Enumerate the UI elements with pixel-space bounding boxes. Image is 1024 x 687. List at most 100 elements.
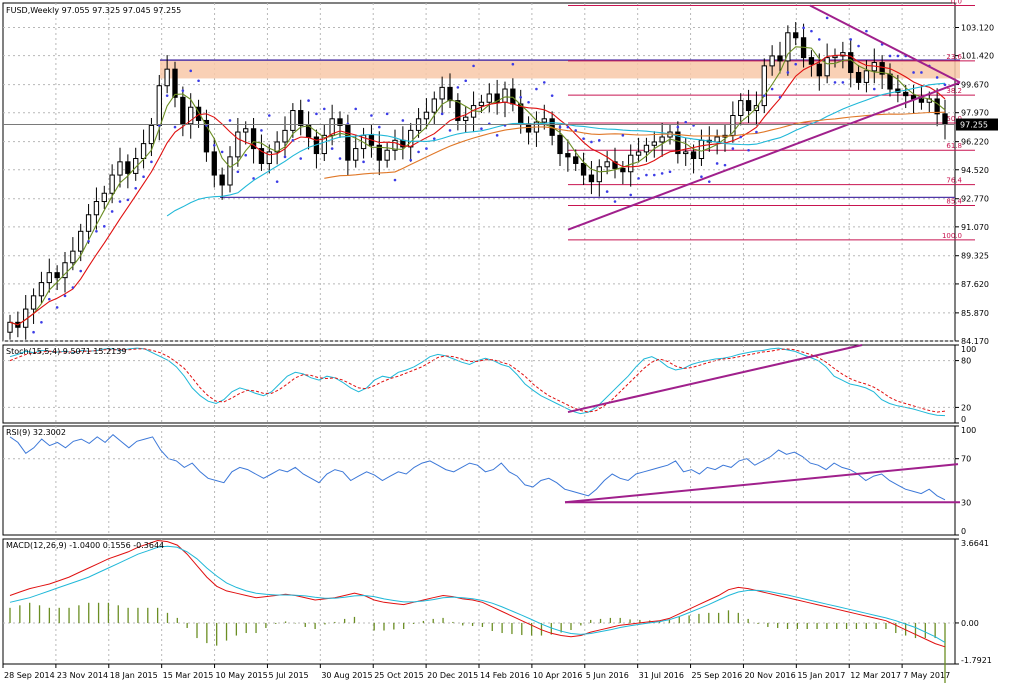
candle-body: [510, 88, 516, 105]
parabolic-sar-dot: [377, 125, 381, 129]
candle-body: [698, 139, 705, 160]
parabolic-sar-dot: [150, 160, 153, 164]
rsi-trendline: [564, 463, 959, 504]
parabolic-sar-dot: [841, 81, 845, 84]
candle-body: [635, 151, 642, 156]
parabolic-sar-dot: [550, 94, 554, 97]
chart-title: FUSD,Weekly 97.055 97.325 97.045 97.255: [6, 6, 181, 15]
candle-body: [423, 111, 430, 120]
parabolic-sar-dot: [652, 173, 656, 177]
parabolic-sar-dot: [385, 112, 389, 116]
candle-body: [78, 230, 84, 252]
parabolic-sar-dot: [87, 239, 90, 243]
candle-body: [557, 134, 563, 155]
candle-body: [188, 106, 194, 125]
parabolic-sar-dot: [330, 147, 334, 150]
x-tick-label: 10 Apr 2016: [533, 671, 582, 680]
x-tick-label: 15 Mar 2015: [163, 671, 214, 680]
parabolic-sar-dot: [629, 193, 633, 197]
candle-body: [172, 68, 178, 98]
candle-body: [659, 136, 665, 143]
candle-body: [486, 93, 492, 103]
parabolic-sar-dot: [165, 94, 169, 97]
parabolic-sar-dot: [660, 172, 664, 175]
candle-body: [321, 134, 327, 155]
parabolic-sar-dot: [786, 71, 790, 74]
candle-body: [70, 250, 76, 264]
x-tick-label: 30 Aug 2015: [321, 671, 372, 680]
parabolic-sar-dot: [189, 69, 193, 73]
parabolic-sar-dot: [723, 163, 727, 167]
parabolic-sar-dot: [731, 147, 735, 150]
parabolic-sar-dot: [511, 62, 515, 66]
parabolic-sar-dot: [260, 129, 263, 132]
candle-body: [463, 116, 469, 121]
candle-body: [855, 71, 862, 83]
y-tick-label: 100: [961, 426, 976, 435]
y-tick-label: 0: [961, 527, 966, 536]
parabolic-sar-dot: [126, 198, 130, 202]
parabolic-sar-dot: [118, 200, 122, 203]
parabolic-sar-dot: [535, 87, 538, 91]
candle-body: [46, 272, 52, 284]
candle-body: [38, 282, 45, 297]
candle-body: [455, 100, 461, 121]
y-tick-label: 92.770: [961, 195, 989, 204]
fib-level-label: 85.4: [946, 198, 962, 206]
candle-body: [643, 144, 650, 153]
candle-body: [408, 129, 414, 148]
parabolic-sar-dot: [63, 294, 67, 298]
parabolic-sar-dot: [267, 114, 271, 117]
fib-level-label: 50.0: [946, 115, 962, 123]
candle-body: [93, 201, 100, 216]
parabolic-sar-dot: [283, 155, 287, 159]
parabolic-sar-dot: [32, 330, 35, 334]
parabolic-sar-dot: [244, 153, 248, 157]
parabolic-sar-dot: [912, 71, 915, 74]
y-tick-label: 87.620: [961, 280, 989, 289]
parabolic-sar-dot: [794, 62, 798, 66]
parabolic-sar-dot: [566, 125, 570, 129]
parabolic-sar-dot: [393, 178, 397, 182]
stoch-title: Stoch(15,5,4) 9.5071 15.2139: [6, 347, 126, 356]
x-tick-label: 7 May 2017: [903, 671, 950, 680]
parabolic-sar-dot: [307, 99, 310, 102]
parabolic-sar-dot: [582, 137, 585, 140]
candle-body: [565, 153, 571, 158]
candle-body: [478, 101, 485, 107]
parabolic-sar-dot: [409, 158, 413, 162]
parabolic-sar-dot: [40, 321, 43, 324]
candle-body: [761, 65, 767, 107]
fib-level-label: 76.4: [946, 177, 962, 185]
parabolic-sar-dot: [440, 112, 444, 116]
x-tick-label: 5 Jun 2016: [586, 671, 629, 680]
parabolic-sar-dot: [79, 269, 83, 273]
x-tick-label: 14 Feb 2016: [480, 671, 530, 680]
resistance-zone: [160, 59, 960, 79]
falling-trendline: [809, 4, 961, 84]
y-tick-label: 0: [961, 415, 966, 424]
parabolic-sar-dot: [943, 83, 947, 87]
ma-mid-line: [9, 54, 946, 326]
parabolic-sar-dot: [425, 147, 428, 150]
y-tick-label: 99.670: [961, 81, 989, 90]
parabolic-sar-dot: [220, 150, 224, 154]
candle-body: [7, 321, 13, 333]
candle-body: [298, 110, 304, 126]
x-tick-label: 25 Oct 2015: [374, 671, 423, 680]
candle-body: [211, 151, 217, 176]
parabolic-sar-dot: [448, 129, 452, 132]
candle-body: [494, 93, 500, 103]
candle-body: [612, 161, 618, 169]
stoch-main-line: [9, 347, 946, 417]
parabolic-sar-dot: [920, 71, 923, 74]
parabolic-sar-dot: [417, 150, 420, 154]
parabolic-sar-dot: [173, 125, 177, 129]
ma-fast-line: [9, 46, 946, 326]
parabolic-sar-dot: [817, 38, 821, 41]
candle-body: [447, 86, 453, 102]
parabolic-sar-dot: [605, 190, 609, 193]
parabolic-sar-dot: [472, 64, 475, 68]
parabolic-sar-dot: [401, 119, 405, 122]
